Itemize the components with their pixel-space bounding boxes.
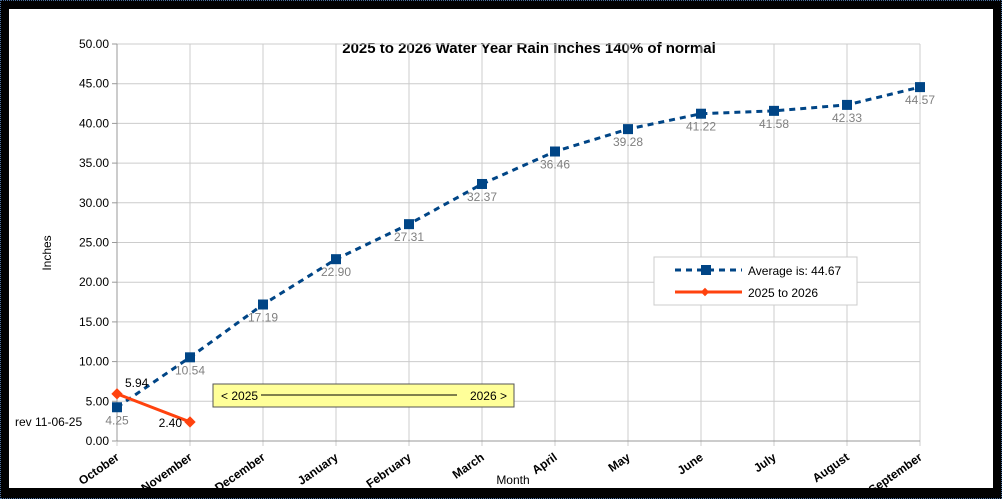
data-label: 17.19 <box>248 311 278 325</box>
data-label: 39.28 <box>613 135 643 149</box>
data-label: 42.33 <box>832 111 862 125</box>
data-label: 2.40 <box>159 416 183 430</box>
data-label: 32.37 <box>467 190 497 204</box>
revision-note: rev 11-06-25 <box>15 415 82 429</box>
y-tick-label: 5.00 <box>86 394 110 408</box>
data-point-marker <box>258 299 268 310</box>
x-tick-label: June <box>675 450 706 478</box>
x-tick-label: May <box>606 450 633 475</box>
data-label: 10.54 <box>175 363 205 377</box>
data-label: 27.31 <box>394 230 424 244</box>
legend-current-label: 2025 to 2026 <box>748 286 818 300</box>
y-axis-label: Inches <box>40 235 54 270</box>
data-point-marker <box>477 178 487 189</box>
x-tick-label: February <box>364 450 414 488</box>
data-point-marker <box>112 402 122 413</box>
data-label: 5.94 <box>125 376 149 390</box>
data-label: 22.90 <box>321 265 351 279</box>
x-tick-label: November <box>139 450 195 488</box>
y-tick-label: 40.00 <box>79 116 109 130</box>
y-tick-label: 35.00 <box>79 156 109 170</box>
legend: Average is: 44.67 2025 to 2026 <box>653 256 858 306</box>
legend-average-label: Average is: 44.67 <box>748 264 842 278</box>
data-label: 36.46 <box>540 158 570 172</box>
data-label: 4.25 <box>105 413 129 427</box>
legend-average-marker <box>701 265 711 275</box>
y-tick-label: 0.00 <box>86 434 110 448</box>
data-point-marker <box>185 352 195 363</box>
y-tick-label: 25.00 <box>79 236 109 250</box>
x-tick-label: October <box>76 450 122 488</box>
x-tick-label: March <box>450 450 487 482</box>
y-tick-label: 15.00 <box>79 315 109 329</box>
data-label: 41.58 <box>759 117 789 131</box>
data-point-marker <box>769 105 779 116</box>
data-point-marker <box>550 146 560 157</box>
x-tick-label: January <box>295 450 341 488</box>
data-point-marker <box>184 416 196 428</box>
x-tick-label: April <box>529 450 559 477</box>
series-line-0 <box>116 85 921 409</box>
line-chart: 2025 to 2026 Water Year Rain Inches 140%… <box>15 37 935 488</box>
legend-current-marker <box>700 287 710 297</box>
y-tick-label: 10.00 <box>79 355 109 369</box>
data-point-marker <box>111 388 123 400</box>
y-tick-label: 20.00 <box>79 275 109 289</box>
data-point-marker <box>696 108 706 119</box>
data-point-marker <box>842 99 852 110</box>
y-tick-label: 50.00 <box>79 37 109 51</box>
range-start: < 2025 <box>221 389 258 403</box>
data-point-marker <box>331 254 341 265</box>
legend-box <box>653 256 858 306</box>
x-tick-label: December <box>212 450 268 488</box>
x-tick-label: September <box>866 450 925 488</box>
x-tick-label: August <box>810 450 852 485</box>
range-annotation: < 2025 2026 > <box>212 383 515 408</box>
x-axis-label: Month <box>496 473 529 487</box>
range-end: 2026 > <box>470 389 507 403</box>
data-point-marker <box>915 82 925 93</box>
y-tick-label: 45.00 <box>79 77 109 91</box>
data-label: 41.22 <box>686 120 716 134</box>
data-point-marker <box>623 124 633 135</box>
chart-title: 2025 to 2026 Water Year Rain Inches 140%… <box>342 40 716 57</box>
series-line-1 <box>116 392 191 424</box>
data-point-marker <box>404 219 414 230</box>
data-label: 44.57 <box>905 93 935 107</box>
chart-canvas: 2025 to 2026 Water Year Rain Inches 140%… <box>9 9 993 488</box>
y-tick-label: 30.00 <box>79 196 109 210</box>
x-tick-label: July <box>751 450 779 475</box>
